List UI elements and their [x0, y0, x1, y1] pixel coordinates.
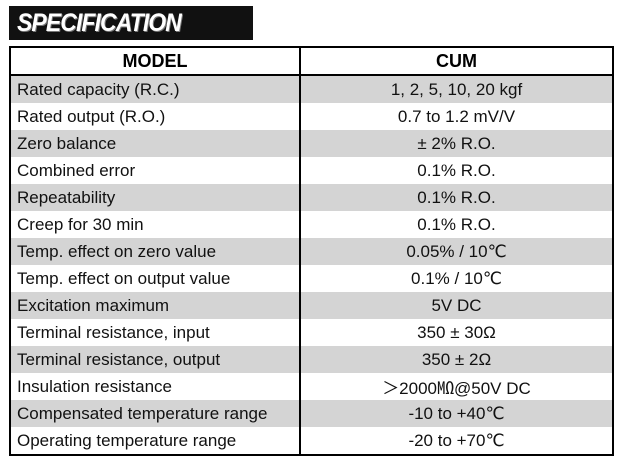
spec-value: -20 to +70℃	[300, 427, 613, 455]
table-row: Rated capacity (R.C.) 1, 2, 5, 10, 20 kg…	[10, 75, 613, 103]
spec-name: Creep for 30 min	[10, 211, 301, 238]
table-row: Creep for 30 min 0.1% R.O.	[10, 211, 613, 238]
header-model: MODEL	[10, 47, 301, 76]
spec-value: -10 to +40℃	[300, 400, 613, 427]
table-row: Repeatability 0.1% R.O.	[10, 184, 613, 211]
table-row: Excitation maximum 5V DC	[10, 292, 613, 319]
spec-value: 0.1% / 10℃	[300, 265, 613, 292]
spec-value: 0.1% R.O.	[300, 157, 613, 184]
spec-value: ＞2000㏁@50V DC	[300, 373, 613, 400]
table-row: Zero balance ± 2% R.O.	[10, 130, 613, 157]
table-row: Terminal resistance, output 350 ± 2Ω	[10, 346, 613, 373]
spec-name: Operating temperature range	[10, 427, 301, 455]
table-row: Insulation resistance ＞2000㏁@50V DC	[10, 373, 613, 400]
spec-name: Combined error	[10, 157, 301, 184]
spec-name: Terminal resistance, output	[10, 346, 301, 373]
table-row: Temp. effect on output value 0.1% / 10℃	[10, 265, 613, 292]
header-row: MODEL CUM	[10, 47, 613, 76]
table-row: Temp. effect on zero value 0.05% / 10℃	[10, 238, 613, 265]
table-row: Operating temperature range -20 to +70℃	[10, 427, 613, 455]
spec-value: ± 2% R.O.	[300, 130, 613, 157]
spec-value: 0.05% / 10℃	[300, 238, 613, 265]
spec-value: 1, 2, 5, 10, 20 kgf	[300, 75, 613, 103]
spec-value: 350 ± 2Ω	[300, 346, 613, 373]
spec-name: Insulation resistance	[10, 373, 301, 400]
spec-name: Compensated temperature range	[10, 400, 301, 427]
table-row: Terminal resistance, input 350 ± 30Ω	[10, 319, 613, 346]
header-cum: CUM	[300, 47, 613, 76]
specification-title: SPECIFICATION	[17, 8, 182, 37]
spec-name: Rated output (R.O.)	[10, 103, 301, 130]
specification-banner: SPECIFICATION	[9, 6, 253, 40]
table-row: Compensated temperature range -10 to +40…	[10, 400, 613, 427]
spec-value: 0.1% R.O.	[300, 211, 613, 238]
spec-name: Repeatability	[10, 184, 301, 211]
table-row: Rated output (R.O.) 0.7 to 1.2 mV/V	[10, 103, 613, 130]
table-row: Combined error 0.1% R.O.	[10, 157, 613, 184]
spec-name: Temp. effect on zero value	[10, 238, 301, 265]
spec-name: Temp. effect on output value	[10, 265, 301, 292]
spec-value: 0.1% R.O.	[300, 184, 613, 211]
spec-name: Terminal resistance, input	[10, 319, 301, 346]
spec-name: Excitation maximum	[10, 292, 301, 319]
spec-value: 350 ± 30Ω	[300, 319, 613, 346]
specification-table: MODEL CUM Rated capacity (R.C.) 1, 2, 5,…	[9, 46, 614, 456]
spec-value: 5V DC	[300, 292, 613, 319]
spec-name: Rated capacity (R.C.)	[10, 75, 301, 103]
spec-name: Zero balance	[10, 130, 301, 157]
spec-value: 0.7 to 1.2 mV/V	[300, 103, 613, 130]
